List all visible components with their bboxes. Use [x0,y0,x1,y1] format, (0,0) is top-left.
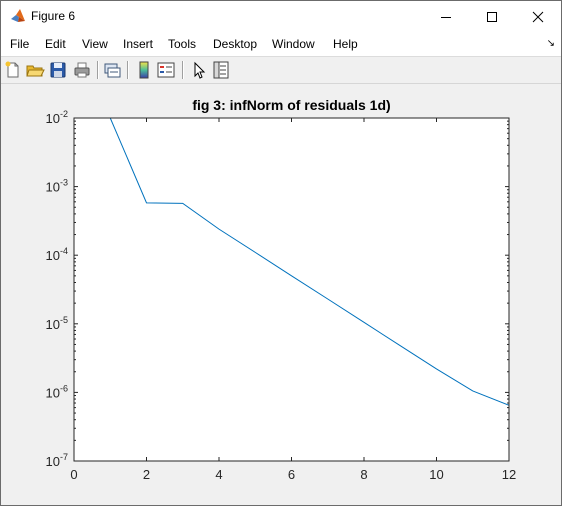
link-plot-button[interactable] [102,60,122,80]
x-tick-label: 6 [288,467,295,482]
menu-window[interactable]: Window [272,37,315,51]
y-tick-label-base: 10 [46,111,60,126]
y-tick-label-exponent: -2 [60,109,68,119]
menu-help[interactable]: Help [333,37,358,51]
x-tick-label: 12 [502,467,516,482]
close-icon [532,11,544,22]
edit-plot-icon [194,61,206,79]
x-tick-label: 10 [429,467,443,482]
y-tick-label: 10-2 [46,109,68,126]
x-tick-label: 0 [70,467,77,482]
y-tick-label-exponent: -5 [60,315,68,325]
open-file-icon [26,65,45,77]
new-figure-icon [5,61,19,78]
axes-background [74,118,509,461]
y-tick-label-exponent: -3 [60,178,68,188]
save-button[interactable] [48,60,68,80]
y-tick-label-exponent: -7 [60,452,68,462]
menu-overflow-icon[interactable]: ↘ [546,38,555,49]
matlab-logo-icon [11,9,25,22]
toolbar-separator [127,61,129,79]
y-tick-label: 10-4 [46,246,68,263]
x-tick-label: 2 [143,467,150,482]
maximize-icon [487,11,497,22]
property-inspector-icon [213,61,229,79]
new-figure-button[interactable] [3,60,23,80]
toolbar-separator [182,61,184,79]
menu-file[interactable]: File [10,37,30,51]
menu-edit[interactable]: Edit [45,37,66,51]
y-tick-label-exponent: -6 [60,383,68,393]
menu-tools[interactable]: Tools [168,37,197,51]
y-tick-label-base: 10 [46,385,60,400]
minimize-button[interactable] [423,1,469,32]
insert-legend-button[interactable] [156,60,176,80]
axes-box [73,117,510,462]
y-tick-label-base: 10 [46,180,60,195]
maximize-button[interactable] [469,1,515,32]
x-tick-label: 4 [215,467,222,482]
chart-title: fig 3: infNorm of residuals 1d) [192,97,390,113]
y-tick-label: 10-5 [46,315,68,332]
print-button[interactable] [72,60,92,80]
y-tick-label-base: 10 [46,248,60,263]
insert-legend-icon [157,62,175,78]
series-line-0 [109,117,510,406]
close-button[interactable] [515,1,561,32]
insert-colorbar-icon [139,61,149,79]
insert-colorbar-button[interactable] [134,60,154,80]
x-tick-label: 8 [360,467,367,482]
property-inspector-button[interactable] [211,60,231,80]
y-tick-label-base: 10 [46,317,60,332]
toolbar [1,57,561,84]
y-tick-label-exponent: -4 [60,246,68,256]
figure-canvas: 0 2 4 6 8 10 12 10-2 10-3 10-4 10-5 10-6 10-7 fig 3:… [1,84,561,505]
y-tick-label: 10-7 [46,452,68,469]
minimize-icon [441,16,451,18]
edit-plot-button[interactable] [189,60,209,80]
menu-view[interactable]: View [82,37,108,51]
menu-desktop[interactable]: Desktop [213,37,258,51]
y-tick-label-base: 10 [46,454,60,469]
open-file-button[interactable] [25,60,45,80]
menu-insert[interactable]: Insert [123,37,154,51]
y-tick-label: 10-3 [46,178,68,195]
y-tick-label: 10-6 [46,383,68,400]
print-icon [74,62,90,78]
toolbar-separator [97,61,99,79]
menu-bar: File Edit View Insert Tools Desktop Wind… [1,32,561,57]
window-title: Figure 6 [31,9,76,23]
title-bar: Figure 6 [1,1,561,32]
link-plot-icon [104,63,121,78]
save-icon [50,62,66,78]
